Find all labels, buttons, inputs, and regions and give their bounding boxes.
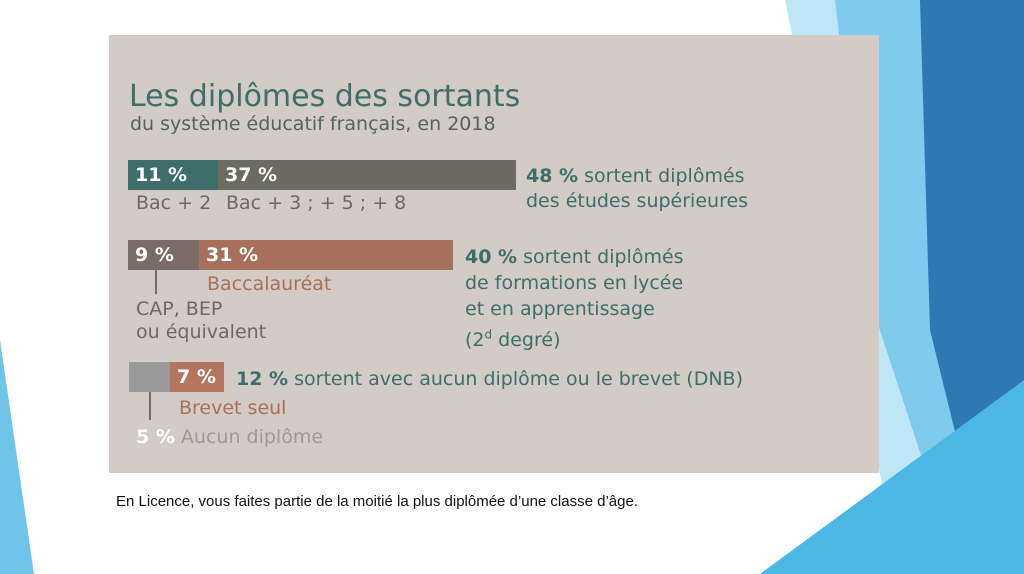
category-label: Bac + 3 ; + 5 ; + 8 — [226, 192, 407, 214]
group-description: 40 % sortent diplômés de formations en l… — [465, 244, 684, 353]
leader-line — [149, 392, 151, 420]
category-label: CAP, BEP ou équivalent — [136, 298, 267, 343]
group-total: 48 % — [526, 165, 579, 187]
category-label: 5 % Aucun diplôme — [136, 426, 324, 448]
description-line: des études supérieures — [526, 190, 749, 212]
bar-label: 37 % — [225, 164, 278, 186]
description-line: sortent diplômés — [584, 165, 745, 187]
bar-label: 5 % — [136, 426, 175, 448]
bar-label: 11 % — [135, 164, 188, 186]
description-line: et en apprentissage — [465, 298, 655, 320]
bar-segment-baccalaureat: 31 % — [199, 240, 453, 270]
category-label: Brevet seul — [179, 397, 287, 419]
description-line: de formations en lycée — [465, 272, 684, 294]
bar-label: 7 % — [177, 366, 216, 388]
bar-label: 31 % — [206, 244, 259, 266]
bar-segment-brevet: 7 % — [170, 362, 224, 392]
bar-segment-bac2: 11 % — [128, 160, 218, 190]
group-total: 12 % — [236, 368, 289, 390]
slide-caption: En Licence, vous faites partie de la moi… — [116, 493, 638, 510]
bar-label: 9 % — [135, 244, 174, 266]
bar-segment-aucun-diplome — [129, 362, 170, 392]
description-line: (2d degré) — [465, 328, 561, 352]
bar-segment-cap-bep: 9 % — [128, 240, 199, 270]
description-line: sortent avec aucun diplôme ou le brevet … — [294, 368, 743, 390]
deco-shape-left — [0, 340, 34, 574]
bar-segment-bac3-5-8: 37 % — [218, 160, 516, 190]
category-label: Baccalauréat — [207, 273, 332, 295]
group-total: 40 % — [465, 246, 518, 268]
deco-shape-bottom — [760, 380, 1024, 574]
description-line: sortent diplômés — [523, 246, 684, 268]
category-label: Bac + 2 — [136, 192, 212, 214]
leader-line — [155, 270, 157, 294]
chart-subtitle: du système éducatif français, en 2018 — [130, 113, 496, 135]
chart-title: Les diplômes des sortants — [129, 79, 521, 114]
group-description: 48 % sortent diplômés des études supérie… — [526, 164, 748, 214]
group-description: 12 % sortent avec aucun diplôme ou le br… — [236, 370, 743, 389]
